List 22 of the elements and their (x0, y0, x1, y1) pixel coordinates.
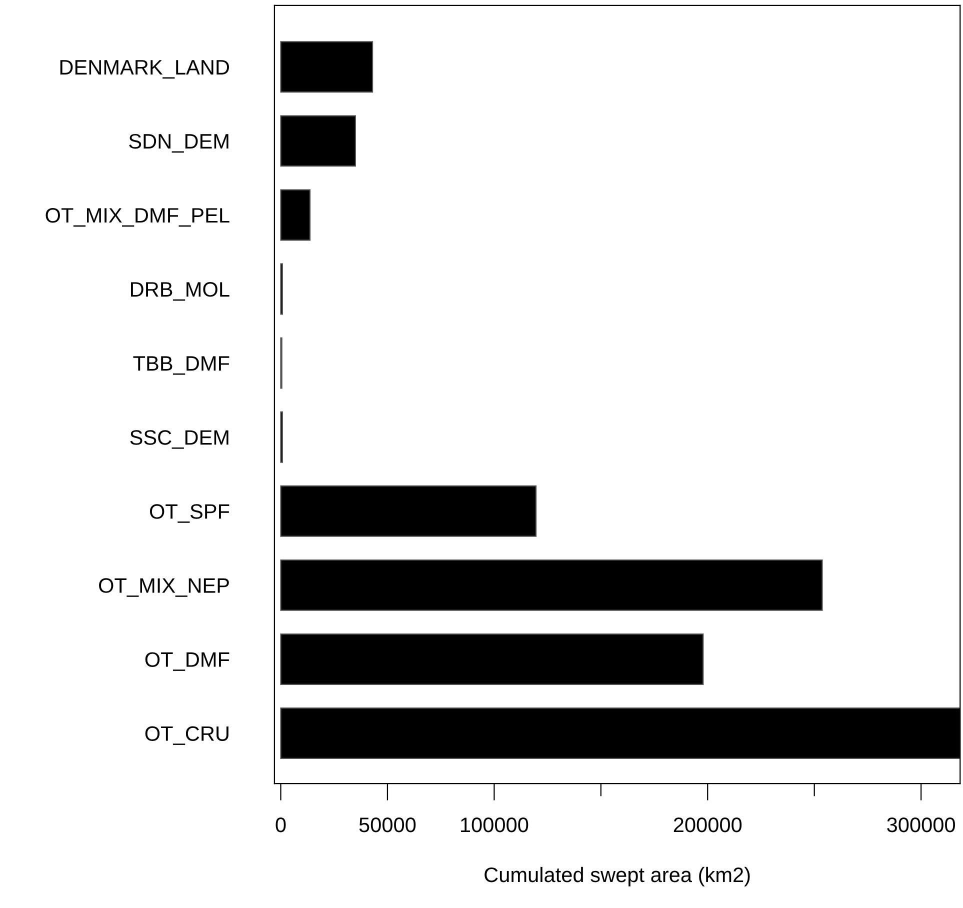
y-tick-label: OT_SPF (150, 504, 230, 523)
bar (280, 189, 311, 241)
y-tick-label: OT_MIX_DMF_PEL (46, 208, 230, 227)
x-axis-title: Cumulated swept area (km2) (484, 866, 750, 886)
bar (280, 559, 823, 611)
y-tick-label: OT_MIX_NEP (99, 578, 229, 597)
y-tick-label: TBB_DMF (133, 356, 230, 375)
y-tick-label: OT_DMF (145, 652, 230, 671)
y-tick-label: SSC_DEM (130, 430, 228, 449)
bar (280, 633, 704, 685)
y-tick-label: SDN_DEM (129, 134, 228, 153)
x-tick-label: 0 (276, 817, 286, 832)
y-tick-label: OT_CRU (145, 726, 228, 745)
x-tick-label: 300000 (887, 817, 955, 832)
y-tick-label: DENMARK_LAND (60, 60, 230, 79)
bar (280, 115, 356, 167)
y-tick-label: DRB_MOL (131, 282, 230, 301)
x-tick-label: 50000 (359, 817, 416, 832)
x-tick-label: 200000 (674, 817, 742, 832)
x-tick-label: 100000 (461, 817, 528, 832)
bar (280, 485, 537, 537)
bar (280, 41, 374, 93)
